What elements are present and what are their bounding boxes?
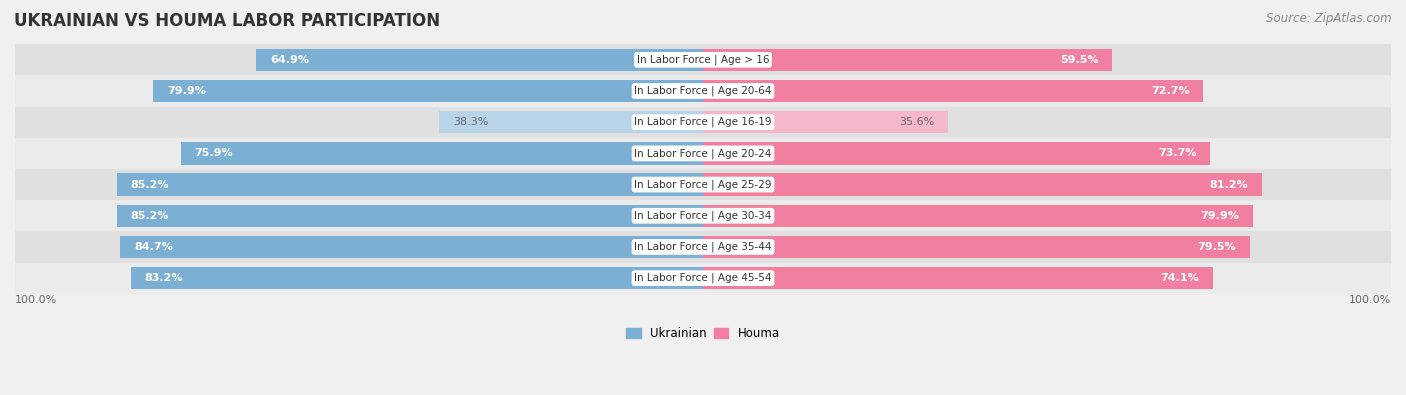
Text: 79.9%: 79.9% xyxy=(167,86,205,96)
Bar xyxy=(15,263,1391,294)
Bar xyxy=(703,142,1211,165)
Bar xyxy=(256,49,703,71)
Bar xyxy=(703,236,1250,258)
Bar xyxy=(703,111,948,134)
Text: 64.9%: 64.9% xyxy=(270,55,309,65)
Text: In Labor Force | Age 35-44: In Labor Force | Age 35-44 xyxy=(634,242,772,252)
Bar xyxy=(15,169,1391,200)
Text: In Labor Force | Age 16-19: In Labor Force | Age 16-19 xyxy=(634,117,772,128)
Bar xyxy=(703,49,1112,71)
Text: 74.1%: 74.1% xyxy=(1160,273,1199,283)
Bar xyxy=(153,80,703,102)
Text: 35.6%: 35.6% xyxy=(898,117,934,127)
Text: In Labor Force | Age 20-24: In Labor Force | Age 20-24 xyxy=(634,148,772,159)
Text: 84.7%: 84.7% xyxy=(134,242,173,252)
Text: 79.9%: 79.9% xyxy=(1201,211,1239,221)
Bar xyxy=(121,236,703,258)
Bar xyxy=(15,44,1391,75)
Text: In Labor Force | Age > 16: In Labor Force | Age > 16 xyxy=(637,55,769,65)
Bar xyxy=(15,107,1391,138)
Text: In Labor Force | Age 45-54: In Labor Force | Age 45-54 xyxy=(634,273,772,283)
Text: In Labor Force | Age 20-64: In Labor Force | Age 20-64 xyxy=(634,86,772,96)
Bar xyxy=(703,80,1204,102)
Text: 85.2%: 85.2% xyxy=(131,211,169,221)
Bar xyxy=(440,111,703,134)
Bar xyxy=(181,142,703,165)
Text: 81.2%: 81.2% xyxy=(1209,180,1249,190)
Text: 75.9%: 75.9% xyxy=(194,149,233,158)
Bar xyxy=(15,200,1391,231)
Bar xyxy=(117,205,703,227)
Text: In Labor Force | Age 25-29: In Labor Force | Age 25-29 xyxy=(634,179,772,190)
Bar xyxy=(703,267,1213,290)
Text: 73.7%: 73.7% xyxy=(1157,149,1197,158)
Bar xyxy=(15,231,1391,263)
Text: 100.0%: 100.0% xyxy=(1348,295,1391,305)
Bar xyxy=(15,75,1391,107)
Text: UKRAINIAN VS HOUMA LABOR PARTICIPATION: UKRAINIAN VS HOUMA LABOR PARTICIPATION xyxy=(14,12,440,30)
Bar xyxy=(703,173,1261,196)
Text: 59.5%: 59.5% xyxy=(1060,55,1098,65)
Text: 85.2%: 85.2% xyxy=(131,180,169,190)
Text: Source: ZipAtlas.com: Source: ZipAtlas.com xyxy=(1267,12,1392,25)
Bar xyxy=(703,205,1253,227)
Legend: Ukrainian, Houma: Ukrainian, Houma xyxy=(621,323,785,345)
Text: 38.3%: 38.3% xyxy=(453,117,489,127)
Text: 100.0%: 100.0% xyxy=(15,295,58,305)
Text: In Labor Force | Age 30-34: In Labor Force | Age 30-34 xyxy=(634,211,772,221)
Bar xyxy=(15,138,1391,169)
Text: 79.5%: 79.5% xyxy=(1198,242,1236,252)
Bar xyxy=(117,173,703,196)
Bar xyxy=(131,267,703,290)
Text: 72.7%: 72.7% xyxy=(1150,86,1189,96)
Text: 83.2%: 83.2% xyxy=(145,273,183,283)
